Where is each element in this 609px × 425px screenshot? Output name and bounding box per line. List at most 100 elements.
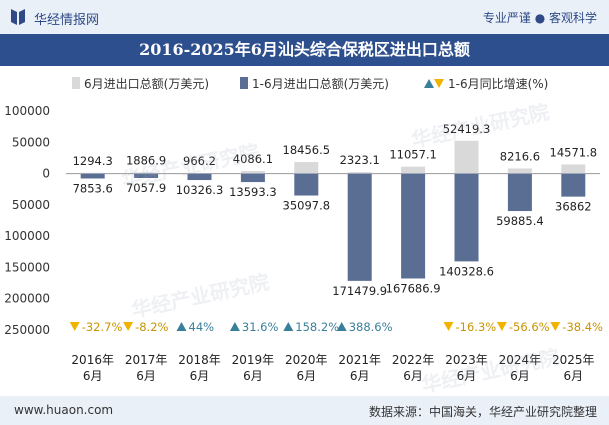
growth-label: 31.6% (242, 320, 279, 334)
cumulative-value-label: 7057.9 (126, 181, 166, 195)
cumulative-bar (134, 173, 159, 178)
growth-down-marker (496, 322, 507, 331)
cumulative-value-label: 10326.3 (176, 183, 224, 197)
legend-label-cumulative: 1-6月进出口总额(万美元) (252, 77, 389, 91)
cumulative-bar (454, 173, 479, 262)
x-tick-label: 6月 (190, 369, 210, 383)
growth-down-marker (123, 322, 134, 331)
monthly-value-label: 18456.5 (283, 143, 331, 157)
x-tick-label: 2023年 (445, 353, 488, 367)
monthly-bar (240, 171, 265, 174)
growth-down-marker (443, 322, 454, 331)
cumulative-bar (561, 173, 586, 197)
tagline: 专业严谨 ● 客观科学 (482, 11, 597, 25)
triangle-up-icon (424, 79, 434, 88)
x-tick-label: 2024年 (499, 353, 542, 367)
monthly-bar (454, 140, 479, 174)
x-tick-label: 6月 (83, 369, 103, 383)
monthly-bar (187, 172, 212, 174)
cumulative-value-label: 36862 (555, 200, 592, 214)
legend-swatch-cumulative (240, 77, 248, 89)
data-source: 数据来源：中国海关，华经产业研究院整理 (368, 405, 597, 419)
chart-plot: 100000 50000 0 50000 100000 150000 200000 25000… (4, 104, 603, 383)
cumulative-bar (347, 173, 372, 281)
cumulative-value-label: 167686.9 (386, 281, 441, 295)
y-tick-label: 100000 (4, 229, 50, 243)
growth-up-marker (229, 322, 240, 331)
chart-title: 2016-2025年6月汕头综合保税区进出口总额 (0, 34, 609, 66)
growth-label: -8.2% (135, 320, 168, 334)
monthly-value-label: 1294.3 (73, 154, 113, 168)
monthly-value-label: 8216.6 (500, 149, 540, 163)
y-tick-label: 0 (42, 167, 50, 181)
x-tick-label: 2021年 (338, 353, 381, 367)
cumulative-value-label: 7853.6 (73, 181, 113, 195)
legend-item-cumulative: 1-6月进出口总额(万美元) (240, 75, 389, 92)
monthly-value-label: 2323.1 (340, 153, 380, 167)
monthly-bar (80, 172, 105, 174)
x-tick-label: 6月 (296, 369, 316, 383)
monthly-bar (507, 168, 532, 174)
footer-bar: www.huaon.com 数据来源：中国海关，华经产业研究院整理 (0, 396, 609, 425)
x-tick-label: 6月 (563, 369, 583, 383)
monthly-bar (294, 162, 319, 174)
cumulative-value-label: 171479.9 (332, 284, 387, 298)
legend-item-growth: 1-6月同比增速(%) (424, 75, 548, 92)
x-tick-label: 2020年 (285, 353, 328, 367)
cumulative-value-label: 59885.4 (496, 214, 544, 228)
monthly-value-label: 14571.8 (550, 145, 598, 159)
brand-name: 华经情报网 (34, 13, 100, 28)
x-tick-label: 2022年 (392, 353, 435, 367)
growth-label: -38.4% (562, 320, 603, 334)
huajing-logo-icon (11, 9, 25, 25)
monthly-bar (134, 172, 159, 174)
x-tick-label: 2016年 (71, 353, 114, 367)
chart-legend: 6月进出口总额(万美元) 1-6月进出口总额(万美元) 1-6月同比增速(%) (0, 73, 609, 93)
growth-label: -56.6% (509, 320, 550, 334)
x-tick-label: 6月 (350, 369, 370, 383)
x-tick-label: 6月 (510, 369, 530, 383)
growth-up-marker (336, 322, 347, 331)
monthly-bar (401, 166, 426, 174)
growth-label: 44% (189, 320, 215, 334)
monthly-value-label: 966.2 (183, 154, 216, 168)
cumulative-value-label: 140328.6 (439, 264, 494, 278)
monthly-value-label: 52419.3 (443, 122, 491, 136)
monthly-bar (347, 172, 372, 174)
y-tick-label: 50000 (12, 198, 50, 212)
cumulative-bar (294, 173, 319, 196)
growth-down-marker (69, 322, 80, 331)
monthly-bar (561, 164, 586, 174)
cumulative-bar (80, 173, 105, 179)
legend-label-monthly: 6月进出口总额(万美元) (84, 77, 209, 91)
growth-up-marker (176, 322, 187, 331)
legend-swatch-monthly (72, 77, 80, 89)
growth-label: -32.7% (82, 320, 123, 334)
monthly-value-label: 4086.1 (233, 152, 273, 166)
header-bar: 华经情报网 专业严谨 ● 客观科学 (0, 0, 609, 34)
x-tick-label: 6月 (403, 369, 423, 383)
x-tick-label: 6月 (136, 369, 156, 383)
x-tick-label: 2025年 (552, 353, 595, 367)
legend-label-growth: 1-6月同比增速(%) (448, 77, 549, 91)
y-tick-label: 50000 (12, 135, 50, 149)
y-tick-label: 100000 (4, 104, 50, 118)
y-tick-label: 150000 (4, 260, 50, 274)
cumulative-bar (507, 173, 532, 212)
x-tick-label: 2019年 (232, 353, 275, 367)
cumulative-bar (240, 173, 265, 183)
x-tick-label: 2017年 (125, 353, 168, 367)
cumulative-bar (401, 173, 426, 279)
growth-label: 388.6% (349, 320, 393, 334)
legend-item-monthly: 6月进出口总额(万美元) (72, 75, 209, 92)
growth-down-marker (550, 322, 561, 331)
cumulative-value-label: 13593.3 (229, 185, 277, 199)
triangle-down-icon (434, 79, 444, 88)
growth-up-marker (283, 322, 294, 331)
x-tick-label: 6月 (243, 369, 263, 383)
x-tick-label: 2018年 (178, 353, 221, 367)
monthly-value-label: 1886.9 (126, 153, 166, 167)
monthly-value-label: 11057.1 (389, 148, 437, 162)
x-tick-label: 6月 (457, 369, 477, 383)
growth-label: 158.2% (295, 320, 339, 334)
